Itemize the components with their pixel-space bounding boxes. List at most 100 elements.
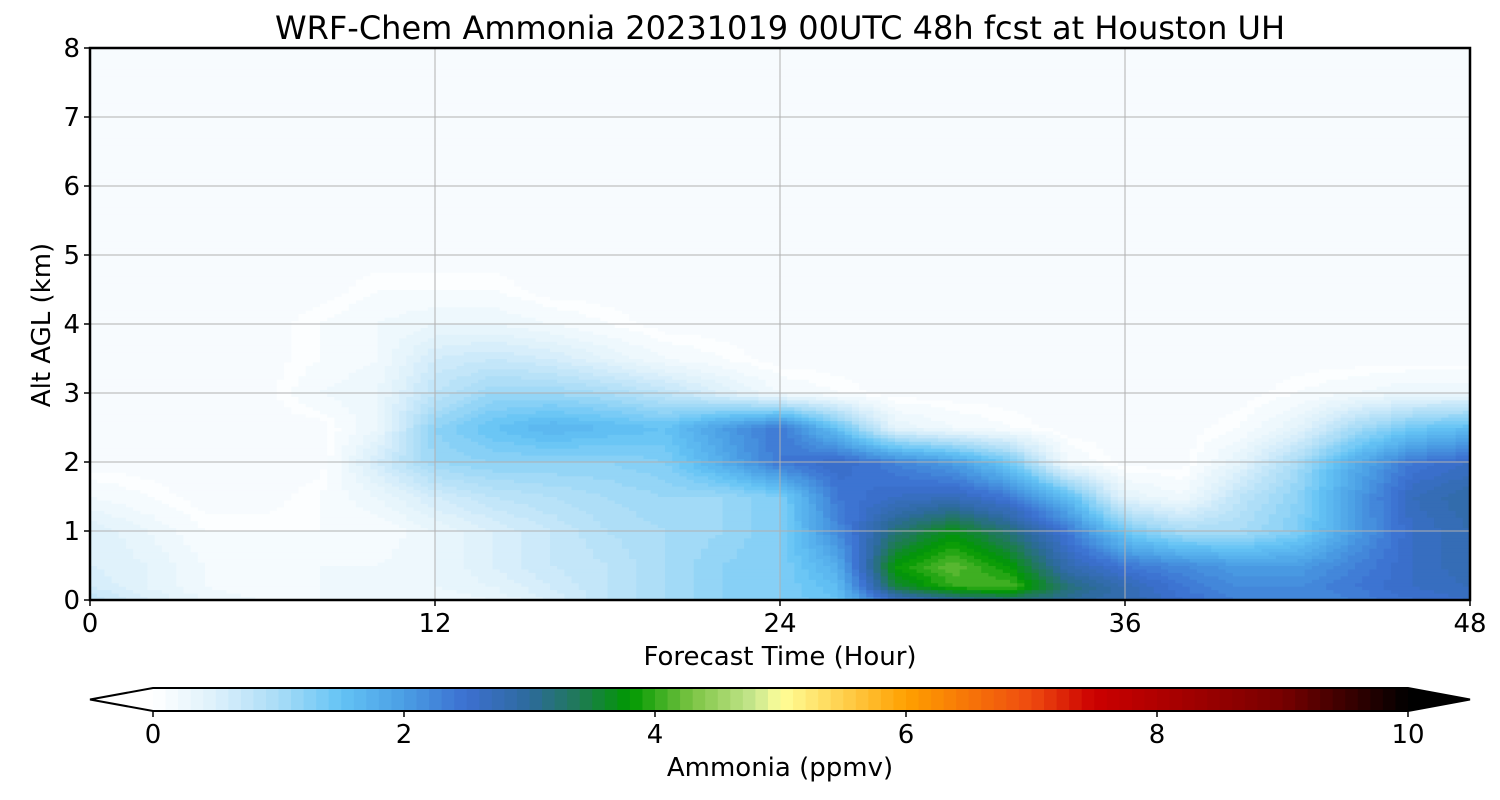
field-cell [801,430,810,435]
field-cell [1010,496,1018,501]
field-cell [1311,506,1320,511]
field-cell [478,389,594,394]
field-cell [1283,496,1299,501]
field-cell [1189,496,1198,501]
field-cell [1326,533,1335,539]
field-cell [1160,530,1176,535]
field-cell [866,558,875,563]
field-cell [1117,489,1126,494]
field-cell [1153,544,1169,549]
field-cell [665,378,688,384]
field-cell [880,399,896,404]
field-cell [830,430,839,435]
field-cell [966,458,975,463]
field-cell [823,589,839,594]
field-cell [1053,430,1061,435]
field-cell [1067,513,1076,518]
field-cell [1117,516,1126,522]
field-cell [125,544,163,549]
field-cell [1117,523,1126,529]
field-cell [1125,596,1148,600]
field-cell [442,368,479,373]
field-cell [1196,561,1227,566]
field-cell [564,333,609,339]
field-cell [1390,399,1442,404]
field-cell [657,409,673,415]
field-cell [1304,454,1313,460]
field-cell [1390,406,1414,411]
field-cell [1089,547,1097,553]
field-cell [506,323,565,328]
field-cell [945,430,975,435]
field-cell [413,364,429,370]
field-cell [995,496,1011,501]
field-cell [823,402,839,408]
field-cell [1175,509,1191,515]
colorbar-segment [880,688,894,711]
field-cell [851,447,860,453]
field-cell [808,430,817,435]
field-cell [449,382,472,387]
field-cell [470,399,494,404]
field-cell [1333,440,1342,446]
field-cell [873,433,882,439]
field-cell [880,537,889,542]
field-cell [470,489,522,494]
field-cell [974,509,990,515]
field-cell [1053,537,1061,542]
field-cell [1175,489,1184,494]
field-cell [815,430,831,435]
field-cell [880,568,889,573]
field-cell [1398,475,1414,480]
field-cell [794,420,803,425]
field-cell [974,502,997,508]
field-cell [470,496,501,501]
field-cell [1002,461,1011,466]
field-cell [571,354,601,359]
field-cell [1211,496,1220,501]
field-cell [880,589,889,594]
field-cell [1089,533,1097,539]
field-cell [420,444,429,449]
field-cell [1304,427,1313,432]
field-cell [1441,416,1470,422]
field-cell [700,368,738,373]
field-cell [1319,530,1327,535]
field-cell [1311,492,1320,497]
field-cell [1297,440,1313,446]
field-cell [1010,596,1033,600]
field-cell [945,533,961,539]
field-cell [147,527,177,532]
field-cell [1333,520,1342,525]
field-cell [1390,485,1406,491]
field-cell [1268,513,1291,518]
field-cell [140,489,170,494]
field-cell [665,444,680,449]
field-cell [341,485,364,491]
field-cell [492,533,522,539]
field-cell [823,471,839,477]
field-cell [1419,492,1450,497]
field-cell [629,389,659,394]
field-cell [859,547,867,553]
field-cell [959,496,982,501]
colorbar-segment [1031,688,1045,711]
field-cell [830,516,839,522]
field-cell [1290,427,1306,432]
field-cell [528,289,1470,294]
field-cell [406,437,415,442]
field-cell [399,540,436,546]
field-cell [1060,530,1069,535]
field-cell [909,589,925,594]
field-cell [1089,516,1097,522]
colorbar-segment [1320,688,1334,711]
field-cell [384,454,393,460]
field-cell [1204,430,1227,435]
field-cell [1117,561,1140,566]
field-cell [794,578,817,584]
field-cell [1189,468,1205,473]
field-cell [593,513,637,518]
field-cell [593,423,645,428]
field-cell [1067,568,1083,573]
field-cell [966,475,982,480]
